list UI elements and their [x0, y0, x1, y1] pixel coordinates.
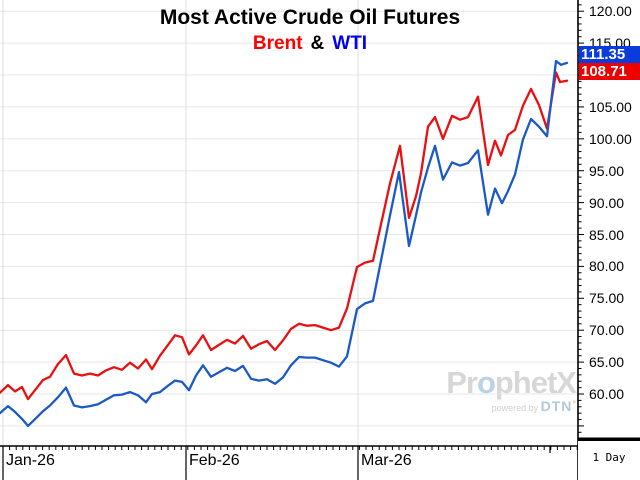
brent-price-line	[0, 71, 569, 401]
y-axis-label: 60.00	[589, 386, 625, 402]
y-axis-label: 95.00	[589, 162, 625, 179]
x-axis-label: Jan-26	[6, 452, 55, 469]
axis-footer-divider	[578, 437, 640, 441]
y-axis-label: 75.00	[589, 290, 625, 307]
timeframe-label: 1 Day	[578, 441, 640, 480]
y-axis-label: 90.00	[589, 194, 625, 211]
wti-price-line	[0, 59, 569, 428]
y-axis-label: 100.00	[589, 130, 632, 147]
y-axis-label: 120.00	[589, 3, 632, 20]
y-axis-label: 70.00	[589, 322, 625, 339]
y-axis-label: 80.00	[589, 258, 625, 275]
y-axis-label: 65.00	[589, 354, 625, 371]
wti-last-price-badge: 111.35	[579, 46, 640, 63]
x-axis-label: Feb-26	[189, 452, 240, 469]
brent-last-price-badge: 108.71	[579, 63, 640, 80]
y-axis-label: 85.00	[589, 226, 625, 243]
x-axis-label: Mar-26	[361, 452, 412, 469]
y-axis-label: 105.00	[589, 98, 632, 115]
